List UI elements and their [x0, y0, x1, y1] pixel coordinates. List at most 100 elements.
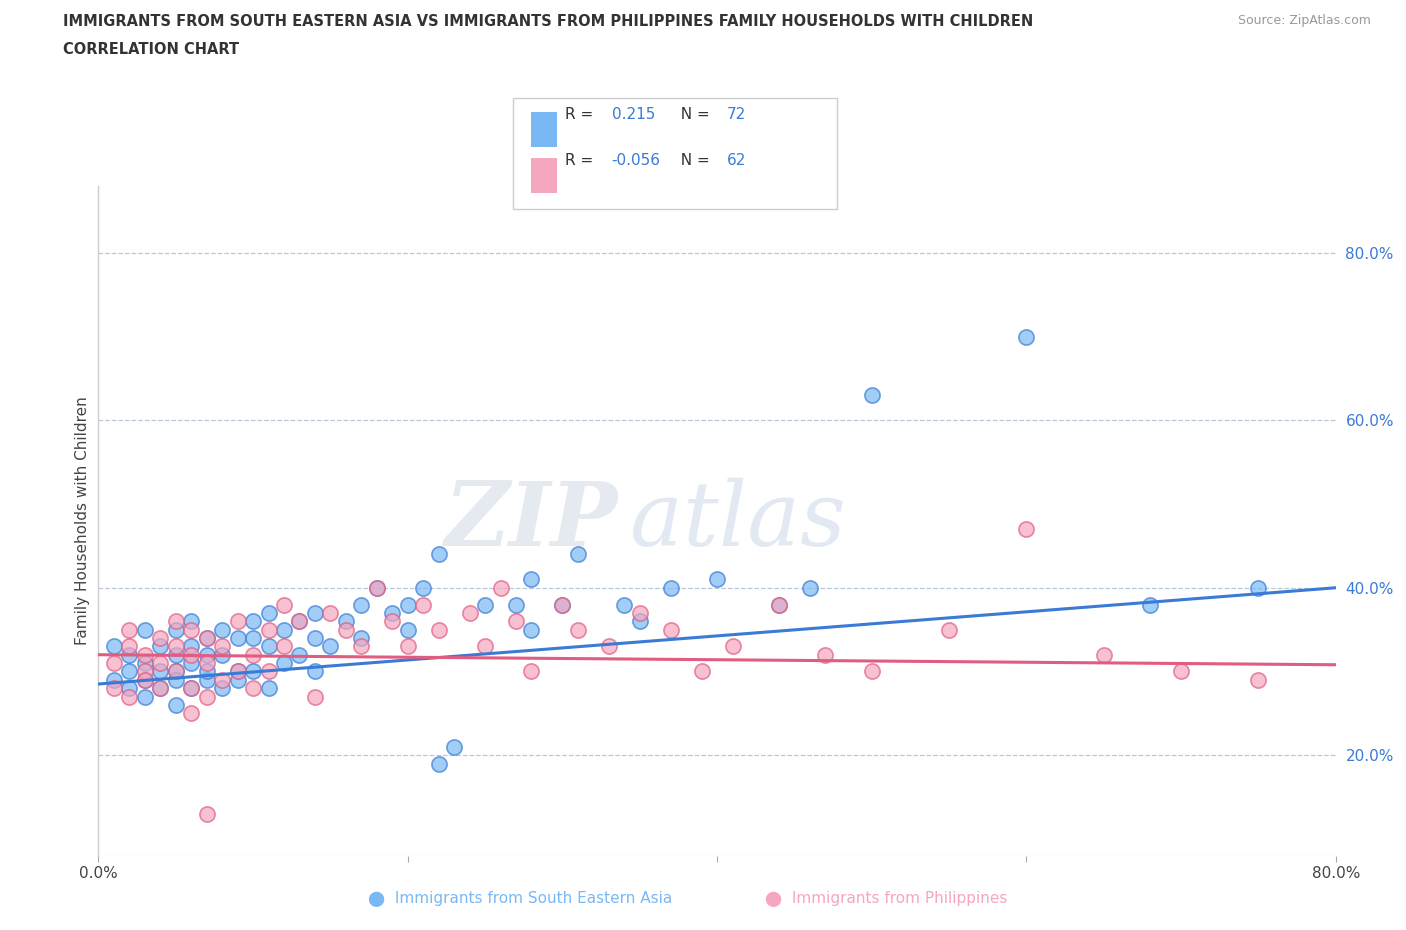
Point — [567, 622, 589, 637]
Text: ⬤  Immigrants from Philippines: ⬤ Immigrants from Philippines — [765, 891, 1007, 907]
Point — [288, 614, 311, 629]
Point — [366, 580, 388, 595]
Point — [443, 739, 465, 754]
Point — [366, 580, 388, 595]
Y-axis label: Family Households with Children: Family Households with Children — [75, 396, 90, 645]
Point — [118, 664, 141, 679]
Point — [118, 681, 141, 696]
Text: R =: R = — [565, 153, 599, 168]
Point — [427, 547, 450, 562]
Point — [226, 672, 249, 687]
Point — [273, 622, 295, 637]
Point — [288, 647, 311, 662]
Point — [412, 597, 434, 612]
Point — [211, 639, 233, 654]
Point — [381, 614, 404, 629]
Point — [628, 605, 651, 620]
Point — [350, 639, 373, 654]
Text: CORRELATION CHART: CORRELATION CHART — [63, 42, 239, 57]
Point — [242, 631, 264, 645]
Point — [211, 672, 233, 687]
Point — [396, 597, 419, 612]
Point — [134, 656, 156, 671]
Point — [165, 664, 187, 679]
Text: R =: R = — [565, 107, 599, 122]
Point — [628, 614, 651, 629]
Text: ZIP: ZIP — [444, 477, 619, 565]
Point — [381, 605, 404, 620]
Point — [396, 639, 419, 654]
Point — [118, 622, 141, 637]
Point — [799, 580, 821, 595]
Text: N =: N = — [671, 153, 714, 168]
Point — [195, 631, 218, 645]
Point — [427, 622, 450, 637]
Point — [860, 664, 883, 679]
Text: IMMIGRANTS FROM SOUTH EASTERN ASIA VS IMMIGRANTS FROM PHILIPPINES FAMILY HOUSEHO: IMMIGRANTS FROM SOUTH EASTERN ASIA VS IM… — [63, 14, 1033, 29]
Point — [242, 647, 264, 662]
Point — [165, 647, 187, 662]
Point — [520, 572, 543, 587]
Point — [412, 580, 434, 595]
Point — [242, 614, 264, 629]
Point — [721, 639, 744, 654]
Point — [149, 664, 172, 679]
Point — [706, 572, 728, 587]
Point — [134, 622, 156, 637]
Point — [273, 597, 295, 612]
Text: N =: N = — [671, 107, 714, 122]
Point — [134, 672, 156, 687]
Point — [180, 622, 202, 637]
Point — [505, 597, 527, 612]
Point — [242, 681, 264, 696]
Point — [458, 605, 481, 620]
Point — [659, 580, 682, 595]
Point — [165, 664, 187, 679]
Point — [474, 639, 496, 654]
Point — [103, 672, 125, 687]
Point — [180, 706, 202, 721]
Point — [257, 605, 280, 620]
Point — [180, 681, 202, 696]
Point — [165, 672, 187, 687]
Point — [195, 672, 218, 687]
Point — [134, 647, 156, 662]
Point — [613, 597, 636, 612]
Point — [134, 689, 156, 704]
Point — [149, 631, 172, 645]
Point — [257, 622, 280, 637]
Text: -0.056: -0.056 — [612, 153, 661, 168]
Point — [505, 614, 527, 629]
Point — [180, 656, 202, 671]
Point — [1247, 672, 1270, 687]
Point — [427, 756, 450, 771]
Point — [304, 689, 326, 704]
Point — [165, 639, 187, 654]
Point — [149, 656, 172, 671]
Point — [257, 681, 280, 696]
Point — [551, 597, 574, 612]
Point — [195, 664, 218, 679]
Point — [180, 647, 202, 662]
Point — [165, 614, 187, 629]
Point — [165, 698, 187, 712]
Point — [489, 580, 512, 595]
Point — [768, 597, 790, 612]
Point — [118, 689, 141, 704]
Point — [567, 547, 589, 562]
Point — [103, 681, 125, 696]
Point — [134, 664, 156, 679]
Point — [1247, 580, 1270, 595]
Point — [938, 622, 960, 637]
Point — [134, 672, 156, 687]
Point — [103, 639, 125, 654]
Point — [350, 597, 373, 612]
Point — [551, 597, 574, 612]
Point — [195, 656, 218, 671]
Point — [180, 614, 202, 629]
Text: ⬤  Immigrants from South Eastern Asia: ⬤ Immigrants from South Eastern Asia — [368, 891, 672, 907]
Point — [273, 639, 295, 654]
Point — [226, 614, 249, 629]
Point — [195, 806, 218, 821]
Point — [860, 388, 883, 403]
